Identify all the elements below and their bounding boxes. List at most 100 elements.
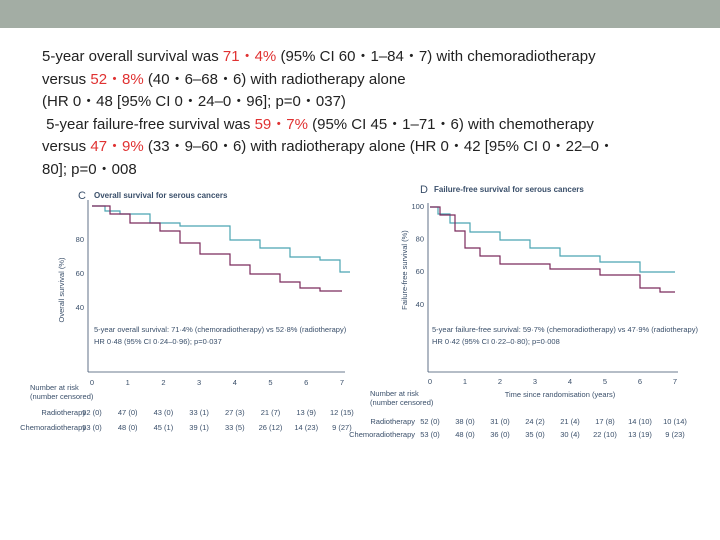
text-line: (HR 0・48 [95% CI 0・24–0・96]; p=0・037) [42,91,614,114]
risk-count: 31 (0) [490,417,510,426]
y-tick-label: 80 [76,235,84,244]
risk-table-title: (number censored) [370,398,434,407]
curve-chemoradiotherapy [430,206,675,273]
text-line: versus 47・9% (33・9–60・6) with radiothera… [42,136,614,159]
x-tick-label: 3 [533,377,537,386]
y-axis-label: Failure-free survival (%) [400,230,409,310]
highlight: 47・9% [90,138,144,155]
top-bar [0,0,720,28]
risk-count: 17 (8) [595,417,615,426]
text-line: 80]; p=0・008 [42,159,614,182]
annotation: 5-year overall survival: 71·4% (chemorad… [94,325,347,334]
risk-count: 52 (0) [420,417,440,426]
text-run: (HR 0・48 [95% CI 0・24–0・96]; p=0・037) [42,93,346,110]
risk-count: 35 (0) [525,430,545,439]
risk-count: 12 (15) [330,408,354,417]
y-tick-label: 80 [416,235,424,244]
risk-count: 47 (0) [118,408,138,417]
risk-count: 13 (19) [628,430,652,439]
annotation: HR 0·48 (95% CI 0·24–0·96); p=0·037 [94,337,222,346]
text-line: 5-year overall survival was 71・4% (95% C… [42,46,614,69]
risk-count: 48 (0) [455,430,475,439]
highlight: 71・4% [222,48,277,65]
y-axis-label: Overall survival (%) [57,257,66,323]
risk-count: 33 (5) [225,423,245,432]
highlight: 59・7% [254,115,308,133]
x-tick-label: 6 [304,378,308,387]
risk-row-label: Radiotherapy [41,408,86,417]
text-run: (95% CI 60・1–84・7) with chemoradiotherap… [276,48,596,65]
summary-text: 5-year overall survival was 71・4% (95% C… [42,46,614,181]
risk-table-title: Number at risk [370,389,419,398]
x-tick-label: 3 [197,378,201,387]
risk-row-label: Radiotherapy [370,417,415,426]
risk-count: 14 (10) [628,417,652,426]
text-run: 5-year failure-free survival was [42,115,255,133]
text-run: (33・9–60・6) with radiotherapy alone (HR … [143,138,614,155]
risk-count: 45 (1) [154,423,174,432]
risk-count: 43 (0) [154,408,174,417]
x-tick-label: 5 [268,378,272,387]
x-tick-label: 2 [498,377,502,386]
risk-count: 14 (23) [294,423,318,432]
risk-count: 38 (0) [455,417,475,426]
risk-table-title: (number censored) [30,392,94,401]
curve-chemoradiotherapy [92,205,350,273]
y-tick-label: 40 [416,300,424,309]
x-tick-label: 2 [161,378,165,387]
curve-radiotherapy [92,205,342,292]
text-line: versus 52・8% (40・6–68・6) with radiothera… [42,69,614,92]
x-tick-label: 4 [233,378,237,387]
x-tick-label: 0 [428,377,432,386]
risk-count: 21 (7) [261,408,281,417]
x-tick-label: 1 [126,378,130,387]
axes [87,200,678,373]
risk-table-title: Number at risk [30,383,79,392]
risk-count: 9 (23) [665,430,685,439]
y-tick-label: 60 [76,269,84,278]
risk-count: 27 (3) [225,408,245,417]
risk-row-label: Chemoradiotherapy [349,430,415,439]
x-axis-label: Time since randomisation (years) [505,390,616,399]
risk-count: 53 (0) [420,430,440,439]
risk-count: 52 (0) [82,408,102,417]
panel-title: Failure-free survival for serous cancers [434,185,584,194]
text-run: (40・6–68・6) with radiotherapy alone [143,70,406,88]
y-tick-label: 100 [411,202,424,211]
curve-radiotherapy [430,206,675,293]
risk-row-label: Chemoradiotherapy [20,423,86,432]
y-tick-label: 60 [416,267,424,276]
curves [92,205,675,293]
x-tick-label: 6 [638,377,642,386]
text-run: versus [42,70,91,88]
risk-count: 36 (0) [490,430,510,439]
risk-count: 10 (14) [663,417,687,426]
risk-count: 9 (27) [332,423,352,432]
risk-count: 53 (0) [82,423,102,432]
x-tick-label: 4 [568,377,572,386]
risk-count: 24 (2) [525,417,545,426]
risk-count: 33 (1) [189,408,209,417]
panel-letter: C [78,190,86,202]
risk-count: 39 (1) [189,423,209,432]
highlight: 52・8% [90,70,144,88]
y-tick-label: 40 [76,303,84,312]
x-tick-label: 7 [673,377,677,386]
annotation: 5-year failure-free survival: 59·7% (che… [432,325,698,334]
annotation: HR 0·42 (95% CI 0·22–0·80); p=0·008 [432,337,560,346]
risk-count: 22 (10) [593,430,617,439]
risk-count: 21 (4) [560,417,580,426]
text-run: (95% CI 45・1–71・6) with chemotherapy [307,115,594,133]
x-tick-label: 7 [340,378,344,387]
risk-count: 13 (9) [296,408,316,417]
panel-title: Overall survival for serous cancers [94,191,228,200]
text-run: 5-year overall survival was [42,48,223,65]
x-tick-label: 1 [463,377,467,386]
risk-count: 48 (0) [118,423,138,432]
text-run: versus [42,138,91,155]
risk-count: 30 (4) [560,430,580,439]
text-line: 5-year failure-free survival was 59・7% (… [42,114,614,137]
risk-count: 26 (12) [259,423,283,432]
